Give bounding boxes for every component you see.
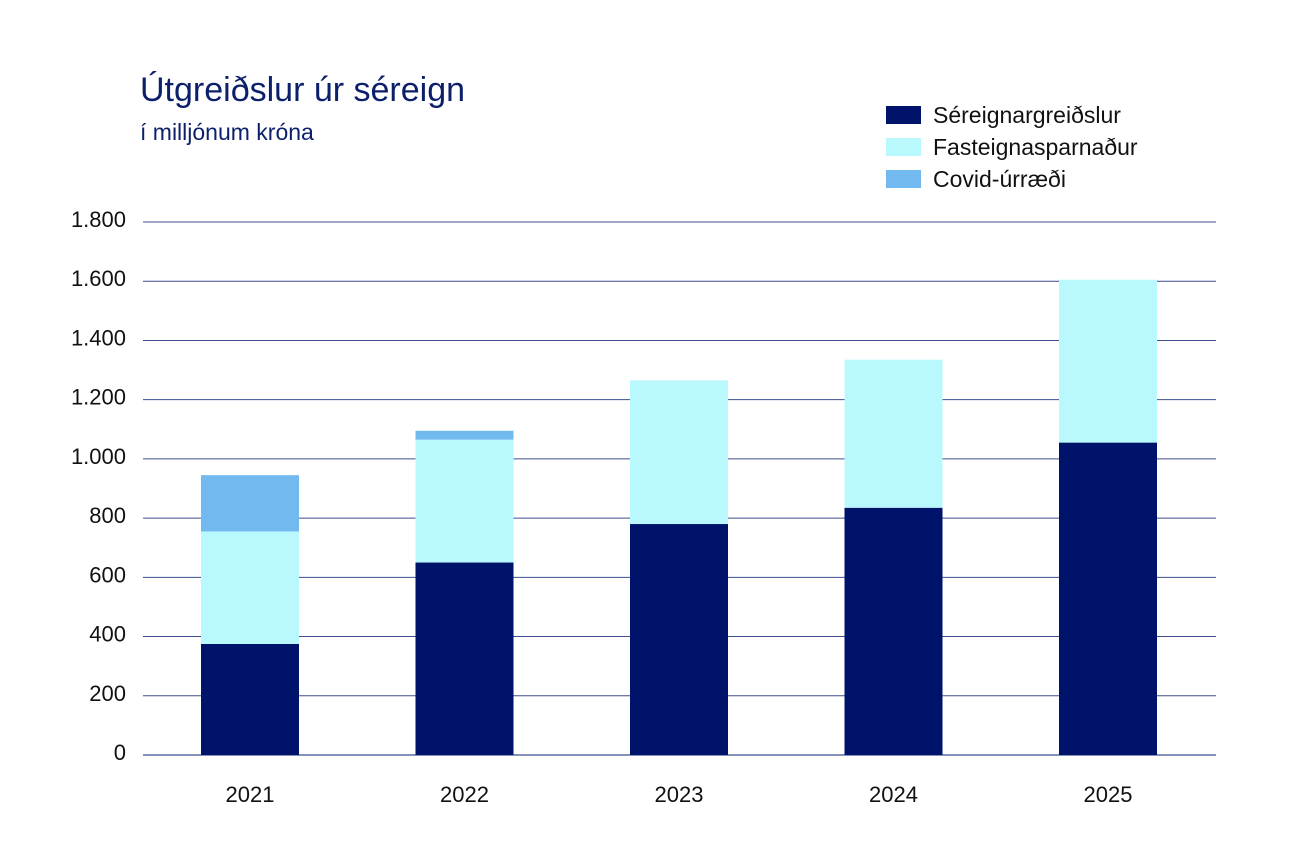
y-tick-label: 1.000 <box>71 444 126 469</box>
x-axis-ticks: 2021 2022 2023 2024 2025 <box>226 782 1133 807</box>
bar-2023-series-2 <box>630 380 728 525</box>
bar-2023-series-1 <box>630 524 728 755</box>
x-tick-label: 2025 <box>1084 782 1133 807</box>
chart-subtitle: í milljónum króna <box>140 119 314 145</box>
y-tick-label: 0 <box>114 740 126 765</box>
legend-swatch <box>886 170 921 188</box>
legend-label: Séreignargreiðslur <box>933 102 1121 128</box>
bar-2022-series-1 <box>415 562 514 755</box>
bar-2021-series-1 <box>201 643 299 755</box>
y-tick-label: 800 <box>89 503 126 528</box>
y-tick-label: 200 <box>89 681 126 706</box>
y-axis-ticks: 0 200 400 600 800 1.000 1.200 1.400 1.600 1.800 <box>71 207 126 765</box>
x-tick-label: 2022 <box>440 782 489 807</box>
bar-2022-series-3 <box>415 430 514 440</box>
bar-2024-series-1 <box>844 507 943 755</box>
x-tick-label: 2023 <box>655 782 704 807</box>
bar-2025-series-2 <box>1059 279 1157 443</box>
bar-2025-series-1 <box>1059 442 1157 755</box>
legend-swatch <box>886 138 921 156</box>
legend-swatch <box>886 106 921 124</box>
bar-2021-series-3 <box>201 475 299 532</box>
bar-2022-series-2 <box>415 439 514 563</box>
bar-2021-series-2 <box>201 531 299 644</box>
bars <box>201 279 1157 755</box>
y-tick-label: 600 <box>89 562 126 587</box>
chart-title: Útgreiðslur úr séreign <box>140 71 465 109</box>
legend-label: Covid-úrræði <box>933 166 1066 192</box>
y-tick-label: 1.600 <box>71 266 126 291</box>
x-tick-label: 2021 <box>226 782 275 807</box>
legend-label: Fasteignasparnaður <box>933 134 1138 160</box>
y-tick-label: 1.400 <box>71 325 126 350</box>
bar-2024-series-2 <box>844 359 943 508</box>
x-tick-label: 2024 <box>869 782 918 807</box>
y-tick-label: 1.200 <box>71 385 126 410</box>
y-tick-label: 400 <box>89 622 126 647</box>
legend: Séreignargreiðslur Fasteignasparnaður Covi… <box>886 102 1138 192</box>
y-tick-label: 1.800 <box>71 207 126 232</box>
